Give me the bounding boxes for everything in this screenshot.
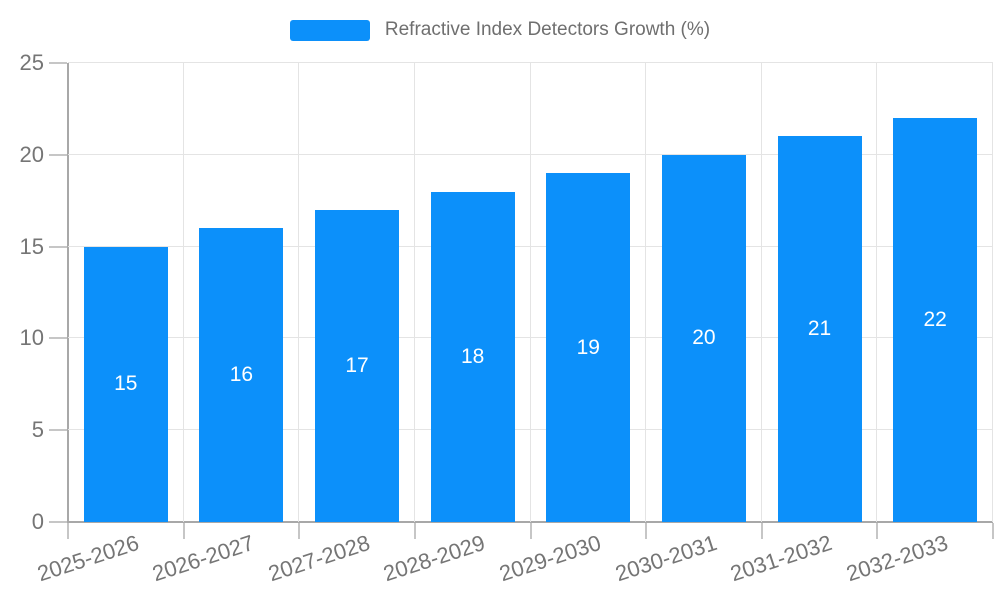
bar-value-label: 17 [345, 353, 369, 377]
x-axis-tick [529, 523, 532, 539]
bar[interactable]: 19 [546, 173, 631, 522]
bar[interactable]: 22 [893, 118, 978, 522]
y-axis-tick [49, 429, 67, 432]
x-tick-label: 2029-2030 [496, 530, 605, 587]
legend-swatch [289, 19, 370, 41]
grid-hline [68, 62, 993, 63]
legend-label: Refractive Index Detectors Growth (%) [384, 19, 711, 40]
legend: Refractive Index Detectors Growth (%) [0, 19, 1000, 41]
y-tick-label: 20 [19, 141, 44, 167]
x-axis-tick [645, 523, 648, 539]
x-axis-line [66, 521, 993, 523]
x-axis-tick [876, 523, 879, 539]
x-axis-tick [67, 523, 69, 539]
x-axis-tick [413, 523, 416, 539]
bar-value-label: 15 [114, 372, 138, 396]
x-tick-label: 2026-2027 [149, 530, 258, 587]
y-axis-tick [49, 245, 67, 248]
y-tick-label: 10 [19, 325, 44, 351]
grid-hline [68, 337, 993, 339]
x-tick-label: 2031-2032 [727, 530, 836, 587]
grid-vline [992, 63, 993, 522]
bar-value-label: 22 [923, 308, 947, 332]
grid-vline [876, 63, 878, 522]
x-tick-label: 2028-2029 [380, 530, 489, 587]
y-axis-line [67, 63, 69, 522]
grid-vline [298, 63, 300, 522]
x-tick-label: 2030-2031 [611, 530, 720, 587]
grid-hline [68, 429, 993, 431]
x-axis-tick [182, 523, 185, 539]
y-axis-tick [49, 153, 67, 156]
y-axis-tick [49, 62, 67, 64]
grid-hline [68, 245, 993, 247]
bar[interactable]: 15 [83, 246, 168, 522]
bar[interactable]: 17 [315, 209, 400, 522]
y-tick-label: 15 [19, 233, 44, 259]
y-axis-tick [49, 337, 67, 340]
x-axis-tick [298, 523, 301, 539]
grid-vline [760, 63, 762, 522]
bar[interactable]: 18 [430, 191, 515, 522]
bar[interactable]: 16 [199, 228, 284, 522]
y-tick-label: 25 [19, 50, 44, 75]
grid-hline [68, 153, 993, 155]
bar-value-label: 18 [461, 344, 485, 368]
grid-vline [529, 63, 531, 522]
y-tick-label: 5 [31, 417, 44, 443]
x-tick-label: 2027-2028 [264, 530, 373, 587]
x-tick-label: 2032-2033 [843, 530, 951, 587]
bar-value-label: 16 [229, 363, 254, 387]
bar-value-label: 20 [692, 326, 716, 350]
bar[interactable]: 21 [777, 136, 862, 522]
bar[interactable]: 20 [661, 154, 746, 522]
grid-vline [413, 63, 415, 522]
grid-vline [182, 63, 184, 522]
y-axis-tick [49, 521, 67, 523]
x-tick-label: 2025-2026 [33, 530, 142, 587]
x-axis-tick [992, 523, 994, 539]
legend-item[interactable]: Refractive Index Detectors Growth (%) [289, 19, 711, 41]
grid-vline [645, 63, 647, 522]
plot-area: 0 5 10 15 20 25 15 2025-2026 16 2026-2027 17 2027-2… [20, 52, 994, 586]
y-tick-label: 0 [31, 509, 44, 534]
bar-value-label: 19 [576, 335, 600, 359]
bar-value-label: 21 [807, 317, 832, 341]
x-axis-tick [760, 523, 763, 539]
